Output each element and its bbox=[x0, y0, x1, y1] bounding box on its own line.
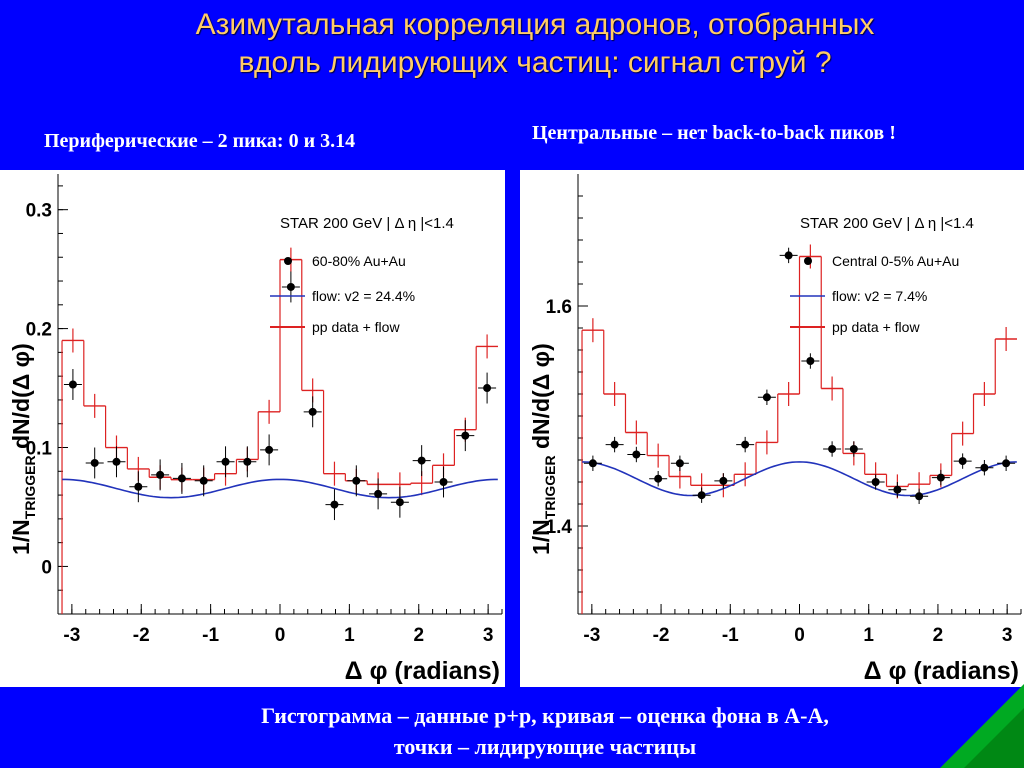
data-point bbox=[330, 500, 339, 509]
y-axis-label-main: 1/N bbox=[8, 519, 34, 555]
data-point bbox=[806, 357, 815, 365]
y-axis-label-sub: TRIGGER bbox=[542, 455, 558, 519]
flow-curve bbox=[62, 478, 498, 499]
data-point bbox=[675, 459, 684, 468]
x-axis-label: Δ φ (radians) bbox=[345, 657, 500, 685]
data-point bbox=[134, 482, 143, 491]
legend-points-label: 60-80% Au+Au bbox=[312, 253, 406, 269]
data-point bbox=[958, 457, 967, 466]
chart-panel-peripheral: -3 -2 -1 0 1 2 3 0 0.1 0.2 0.3 STAR 200 GeV | Δ η |… bbox=[0, 170, 505, 687]
y-tick-label: 1.6 bbox=[546, 297, 572, 318]
x-tick-label: -2 bbox=[653, 625, 670, 646]
x-axis-label: Δ φ (radians) bbox=[864, 657, 1019, 685]
data-point bbox=[374, 489, 383, 498]
x-tick-label: 3 bbox=[1002, 625, 1013, 646]
data-point bbox=[308, 407, 317, 416]
data-point bbox=[199, 476, 208, 485]
x-tick-label: 3 bbox=[483, 625, 494, 646]
data-point bbox=[265, 445, 274, 454]
legend-flow-label: flow: v2 = 7.4% bbox=[832, 288, 927, 304]
slide-caption: Гистограмма – данные p+p, кривая – оценк… bbox=[150, 700, 940, 762]
legend-points-label: Central 0-5% Au+Au bbox=[832, 253, 959, 269]
data-point bbox=[90, 458, 99, 467]
x-tick-label: -1 bbox=[722, 625, 739, 646]
x-tick-label: 0 bbox=[275, 625, 286, 646]
data-point bbox=[352, 476, 361, 485]
y-axis-label: 1/NTRIGGER dN/d(Δ φ) bbox=[8, 343, 38, 555]
subtitle-peripheral: Периферические – 2 пика: 0 и 3.14 bbox=[44, 130, 356, 152]
x-tick-label: 2 bbox=[933, 625, 944, 646]
slide-title-line2: вдоль лидирующих частиц: сигнал струй ? bbox=[238, 46, 832, 79]
data-point bbox=[243, 457, 252, 466]
data-point bbox=[654, 474, 663, 483]
slide-title-line1: Азимутальная корреляция адронов, отобран… bbox=[195, 8, 875, 41]
data-point bbox=[936, 473, 945, 482]
y-axis-label-sub: TRIGGER bbox=[22, 455, 38, 519]
y-axis-label: 1/NTRIGGER dN/d(Δ φ) bbox=[528, 343, 558, 555]
x-tick-label: 1 bbox=[863, 625, 874, 646]
data-point bbox=[417, 456, 426, 465]
y-tick-label: 0.3 bbox=[26, 201, 52, 222]
y-axis-label-main: 1/N bbox=[528, 519, 554, 555]
y-tick-label: 1.4 bbox=[546, 517, 573, 538]
y-tick-label: 0.2 bbox=[26, 320, 52, 341]
slide-title: Азимутальная корреляция адронов, отобран… bbox=[0, 6, 1024, 82]
y-axis-label-tail: dN/d(Δ φ) bbox=[528, 343, 554, 455]
data-point bbox=[439, 478, 448, 486]
flow-curve bbox=[582, 461, 1017, 497]
y-axis-label-tail: dN/d(Δ φ) bbox=[8, 343, 34, 455]
data-point bbox=[461, 431, 470, 440]
data-point bbox=[156, 470, 165, 479]
correlation-chart-central: -3 -2 -1 0 1 2 3 1.4 1.6 STAR 200 GeV | Δ η |<1.4… bbox=[528, 174, 1022, 685]
data-point bbox=[68, 380, 77, 389]
y-tick-label: 0.1 bbox=[26, 439, 53, 460]
x-tick-label: -3 bbox=[63, 625, 80, 646]
corner-decoration-inner bbox=[964, 708, 1024, 768]
data-point bbox=[871, 478, 880, 486]
x-tick-label: -1 bbox=[202, 625, 219, 646]
data-point bbox=[286, 282, 295, 291]
data-point bbox=[741, 440, 750, 449]
data-point bbox=[828, 445, 837, 453]
data-point bbox=[1002, 459, 1011, 468]
data-point bbox=[849, 445, 858, 453]
data-point bbox=[632, 450, 641, 459]
data-point bbox=[719, 476, 728, 485]
legend-hist-label: pp data + flow bbox=[312, 319, 400, 335]
x-tick-label: 0 bbox=[794, 625, 805, 646]
data-point bbox=[221, 457, 230, 466]
data-point bbox=[588, 459, 597, 468]
legend-point-marker bbox=[284, 257, 292, 265]
x-tick-label: -3 bbox=[583, 625, 600, 646]
x-tick-label: -2 bbox=[133, 625, 150, 646]
data-point bbox=[980, 463, 989, 472]
data-point bbox=[112, 457, 121, 466]
data-point bbox=[915, 492, 924, 501]
subtitle-central: Центральные – нет back-to-back пиков ! bbox=[532, 122, 896, 144]
data-point bbox=[483, 384, 492, 393]
data-point bbox=[697, 491, 706, 500]
legend-point-marker bbox=[804, 257, 812, 265]
y-tick-label: 0 bbox=[41, 557, 52, 578]
x-tick-label: 2 bbox=[413, 625, 424, 646]
legend-header: STAR 200 GeV | Δ η |<1.4 bbox=[800, 215, 974, 232]
data-point bbox=[893, 485, 902, 494]
chart-panel-central: -3 -2 -1 0 1 2 3 1.4 1.6 STAR 200 GeV | Δ η |<1.4… bbox=[520, 170, 1024, 687]
data-point bbox=[395, 498, 404, 507]
data-point bbox=[762, 393, 771, 402]
data-point bbox=[177, 474, 186, 483]
legend-hist-label: pp data + flow bbox=[832, 319, 920, 335]
caption-line1: Гистограмма – данные p+p, кривая – оценк… bbox=[261, 703, 829, 728]
data-point bbox=[784, 251, 793, 260]
x-tick-label: 1 bbox=[344, 625, 355, 646]
data-point bbox=[610, 440, 619, 449]
legend-flow-label: flow: v2 = 24.4% bbox=[312, 288, 415, 304]
legend-header: STAR 200 GeV | Δ η |<1.4 bbox=[280, 215, 454, 232]
caption-line2: точки – лидирующие частицы bbox=[393, 734, 697, 759]
correlation-chart-peripheral: -3 -2 -1 0 1 2 3 0 0.1 0.2 0.3 STAR 200 GeV | Δ η |… bbox=[8, 174, 503, 685]
